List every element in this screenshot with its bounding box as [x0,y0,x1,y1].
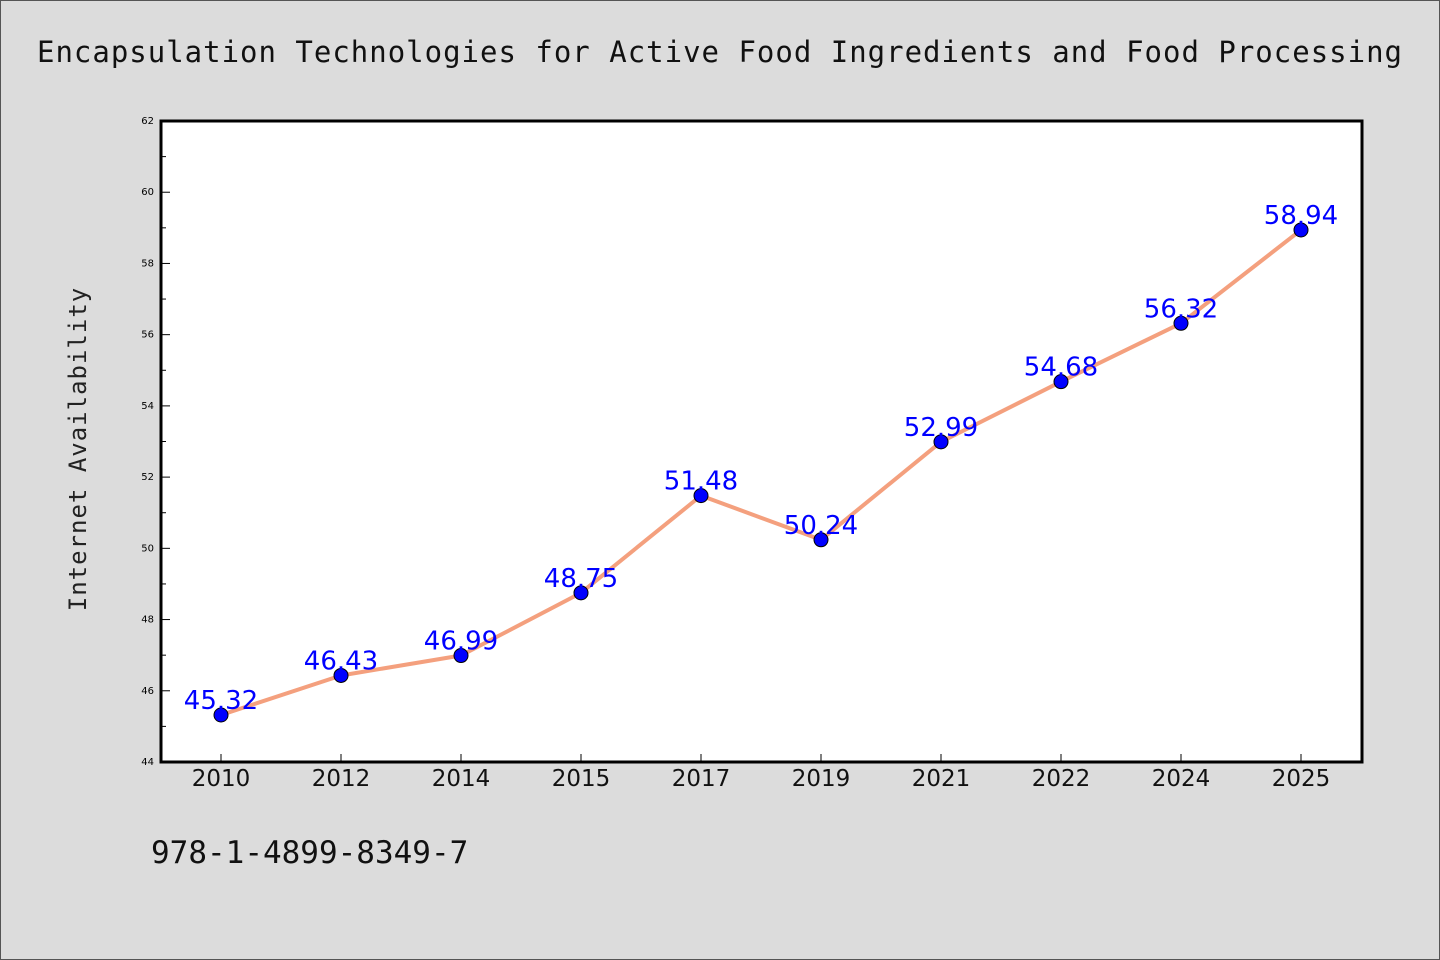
data-label: 50.24 [784,511,858,541]
y-tick-label: 46 [141,686,154,697]
y-tick-label: 44 [141,757,154,768]
x-tick-label: 2024 [1152,766,1211,792]
y-tick-label: 56 [141,330,154,341]
data-label: 46.99 [424,627,498,657]
data-point [693,488,709,504]
series-line [219,227,1303,717]
data-label: 45.32 [184,686,258,716]
data-point [933,434,949,450]
data-label: 48.75 [544,564,618,594]
y-tick-label: 60 [141,187,154,198]
y-tick-label: 48 [141,615,154,626]
data-point [1293,222,1309,238]
data-label: 51.48 [664,467,738,497]
data-point [573,585,589,601]
data-label: 52.99 [904,413,978,443]
data-label: 54.68 [1024,353,1098,383]
y-tick-label: 58 [141,258,154,269]
isbn-footer: 978-1-4899-8349-7 [151,835,469,871]
plot-area [159,119,1364,764]
y-tick-label: 54 [141,401,154,412]
data-label: 58.94 [1264,201,1338,231]
x-tick-label: 2022 [1032,766,1091,792]
x-tick-label: 2025 [1272,766,1331,792]
data-label: 46.43 [304,646,378,676]
data-point [1173,315,1189,331]
y-axis: 44 46 48 50 52 54 56 58 60 62 [141,116,170,768]
data-point [1053,374,1069,390]
chart-title: Encapsulation Technologies for Active Fo… [36,35,1403,69]
x-tick-label: 2010 [192,766,251,792]
x-tick-label: 2017 [672,766,731,792]
x-tick-label: 2014 [432,766,491,792]
x-tick-label: 2015 [552,766,611,792]
x-axis: 2010 2012 2014 2015 2017 2019 2021 2022 2024 2025 [192,754,1331,792]
data-point [453,648,469,664]
x-tick-label: 2021 [912,766,971,792]
data-point [813,532,829,548]
series-layer: 45.32 46.43 46.99 48.75 51.48 50.24 52.99 54.68… [184,201,1338,723]
y-tick-label: 62 [141,116,154,127]
data-label: 56.32 [1144,294,1218,324]
data-point [213,707,229,723]
y-tick-label: 50 [141,543,154,554]
data-point [333,667,349,683]
y-axis-label: Internet Availability [64,287,92,611]
x-tick-label: 2019 [792,766,851,792]
x-tick-label: 2012 [312,766,371,792]
y-tick-label: 52 [141,472,154,483]
